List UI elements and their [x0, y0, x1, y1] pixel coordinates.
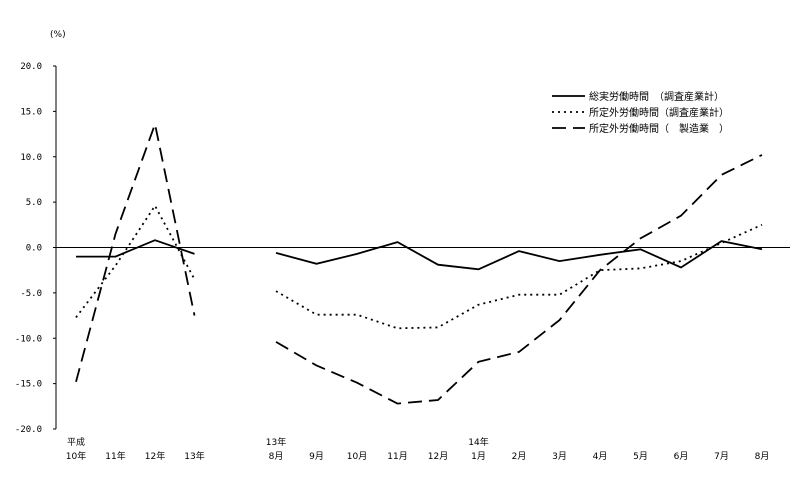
y-tick-label: -5.0: [20, 289, 42, 299]
x-tick-label: 12年: [145, 450, 165, 462]
x-tick-label: 8月: [269, 451, 284, 462]
series-2-annual-line: [75, 204, 196, 318]
legend-label: 所定外労働時間（調査産業計）: [589, 106, 729, 119]
x-tick-label: 4月: [593, 451, 608, 462]
x-tick-label: 9月: [309, 451, 324, 462]
y-tick-label: 5.0: [26, 198, 42, 208]
y-tick-label: -10.0: [15, 334, 42, 344]
y-tick-label: 10.0: [20, 153, 42, 163]
x-tick-label: 5月: [633, 451, 648, 462]
x-tick-label: 11月: [387, 451, 407, 462]
series-3-annual-line: [75, 120, 196, 383]
y-tick-label: 15.0: [20, 107, 42, 117]
axes: [55, 66, 790, 429]
x-tick-label: 11年: [105, 450, 125, 462]
x-axis-labels: 平成 10年 11年 12年 13年 13年 8月 9月 10月 11月 12月 14年 1月 2月 3月 4…: [66, 436, 770, 462]
x-tick-label: 7月: [714, 451, 729, 462]
series-2-monthly-line: [275, 223, 763, 330]
x-tick-label: 10年: [66, 450, 86, 462]
x-tick-label: 1月: [471, 451, 486, 462]
y-axis-unit-label: (%): [50, 30, 66, 40]
y-axis-ticks: 20.0 15.0 10.0 5.0 0.0 -5.0 -10.0 -15.0 -20.0: [15, 62, 56, 435]
y-tick-label: 20.0: [20, 62, 42, 72]
x-tick-label: 2月: [512, 451, 527, 462]
legend-label: 総実労働時間 （調査産業計）: [589, 90, 724, 103]
x-tick-label-top: 14年: [468, 436, 488, 448]
x-tick-label: 12月: [428, 451, 448, 462]
y-tick-label: -20.0: [15, 425, 42, 435]
legend-label: 所定外労働時間（ 製造業 ）: [589, 122, 729, 135]
series-lines: [75, 120, 763, 405]
x-tick-label: 8月: [755, 451, 770, 462]
series-1-annual-line: [76, 239, 195, 258]
x-tick-label: 3月: [552, 451, 567, 462]
x-tick-label: 13年: [184, 450, 204, 462]
x-tick-label: 6月: [674, 451, 689, 462]
y-tick-label: -15.0: [15, 380, 42, 390]
series-1-monthly-line: [275, 240, 763, 271]
x-tick-label-top: 平成: [67, 436, 85, 448]
series-3-monthly-line: [275, 154, 763, 405]
y-tick-label: 0.0: [26, 244, 42, 254]
legend: 総実労働時間 （調査産業計） 所定外労働時間（調査産業計） 所定外労働時間（ 製造業…: [552, 90, 729, 135]
x-tick-label: 10月: [347, 451, 367, 462]
x-tick-label-top: 13年: [266, 436, 286, 448]
